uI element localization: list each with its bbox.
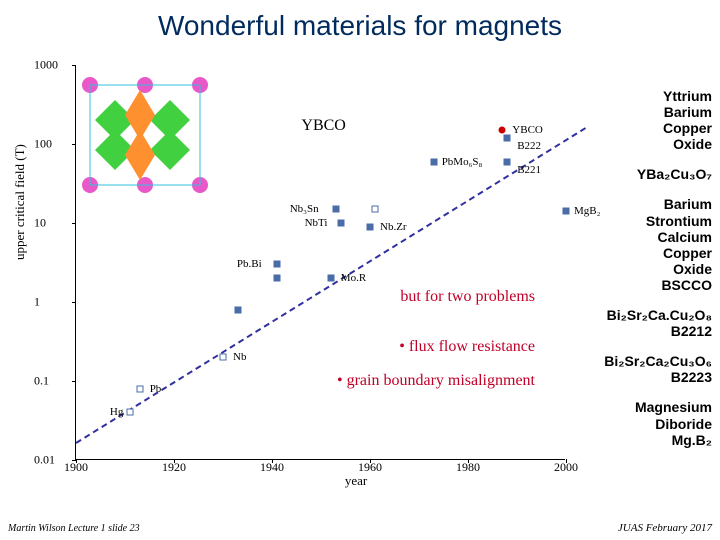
data-point [337,220,344,227]
x-axis-label: year [345,473,367,489]
y-tick-label: 10 [34,216,46,231]
data-point-label: Nb [233,351,246,363]
callout-problems: but for two problems [400,288,535,306]
callout-grain: • grain boundary misalignment [337,372,535,390]
data-point [563,208,570,215]
txt: Mg.B₂ [594,432,712,448]
y-tick-label: 0.01 [34,453,55,468]
material-bscco: Barium Strontium Calcium Copper Oxide BS… [594,196,712,293]
ybco-overlay-label: YBCO [301,117,345,135]
y-axis-label: upper critical field (T) [12,144,28,260]
txt: Copper [594,120,712,136]
material-b2212: Bi₂Sr₂Ca.Cu₂O₈ B2212 [594,307,712,339]
data-point-label: NbTi [305,217,328,229]
txt: Calcium [594,229,712,245]
data-point [504,158,511,165]
callout-flux: • flux flow resistance [399,338,535,356]
data-point-label: PbMo₆S₈ [442,156,483,168]
data-point [220,354,227,361]
data-point-label: B222 [517,140,541,152]
txt: Diboride [594,416,712,432]
data-point-label: B221 [517,164,541,176]
data-point-label: Pb [150,383,162,395]
txt: Copper [594,245,712,261]
y-tick-label: 1 [34,295,40,310]
crystal-structure-graphic [75,70,215,200]
data-point-label: Nb₃Sn [290,203,319,215]
data-point [367,223,374,230]
material-ybco: Yttrium Barium Copper Oxide [594,88,712,152]
data-point [430,158,437,165]
txt: Barium [594,196,712,212]
txt: Magnesium [594,399,712,415]
txt: Barium [594,104,712,120]
sidebar: Yttrium Barium Copper Oxide YBa₂Cu₃O₇ Ba… [594,88,712,462]
data-point [327,275,334,282]
txt: Oxide [594,136,712,152]
data-point-label: Hg [110,406,123,418]
data-point [499,127,506,134]
data-point-label: YBCO [512,124,543,136]
txt: BSCCO [594,277,712,293]
data-point [273,275,280,282]
txt: Oxide [594,261,712,277]
footer-left: Martin Wilson Lecture 1 slide 23 [8,523,140,534]
data-point [126,409,133,416]
data-point-label: Mo.R [341,272,366,284]
data-point [504,134,511,141]
data-point [332,206,339,213]
data-point [234,306,241,313]
data-point [371,206,378,213]
footer-right: JUAS February 2017 [618,522,712,534]
data-point-label: Nb.Zr [380,221,407,233]
material-b2223: Bi₂Sr₂Ca₂Cu₃O₆ B2223 [594,353,712,385]
material-mgb2: Magnesium Diboride Mg.B₂ [594,399,712,447]
page-title: Wonderful materials for magnets [0,0,720,42]
y-tick-label: 100 [34,137,52,152]
data-point [273,261,280,268]
data-point-label: Pb.Bi [237,258,262,270]
txt: Strontium [594,213,712,229]
data-point [136,385,143,392]
y-tick-label: 0.1 [34,374,49,389]
txt: Yttrium [594,88,712,104]
material-ybco-formula: YBa₂Cu₃O₇ [594,166,712,182]
y-tick-label: 1000 [34,58,58,73]
